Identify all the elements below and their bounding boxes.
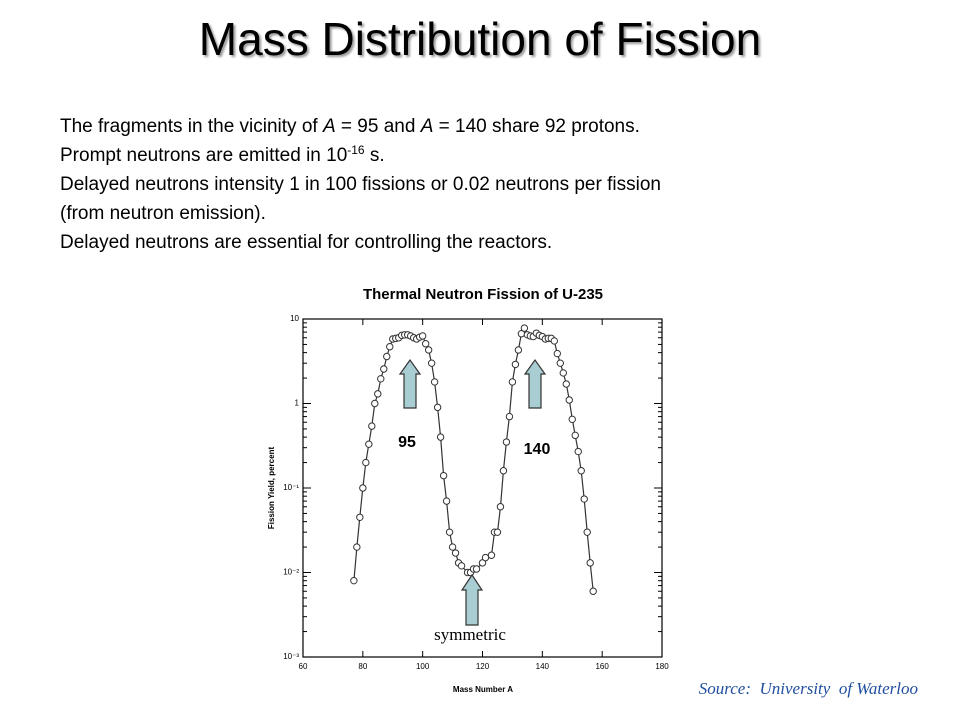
point <box>556 359 564 367</box>
superscript: -16 <box>347 143 365 157</box>
slide-body: The fragments in the vicinity of A = 95 … <box>60 112 661 257</box>
point <box>377 375 385 383</box>
y-tick-label: 10 <box>290 314 299 323</box>
annotation: 140 <box>524 441 551 458</box>
point <box>359 484 367 492</box>
text-line: (from neutron emission). <box>60 199 661 228</box>
point <box>374 390 382 398</box>
point <box>368 422 376 430</box>
point <box>451 549 460 557</box>
point <box>508 378 517 386</box>
annotation: symmetric <box>434 625 506 644</box>
point <box>439 471 448 480</box>
x-tick-label: 60 <box>299 662 308 671</box>
x-tick-label: 100 <box>416 662 430 671</box>
x-tick-label: 180 <box>655 662 669 671</box>
point <box>424 346 433 354</box>
slide-title: Mass Distribution of Fission <box>198 13 762 65</box>
point <box>386 343 394 351</box>
chart-title: Thermal Neutron Fission of U-235 <box>363 286 603 303</box>
y-tick-label: 10⁻¹ <box>283 483 299 492</box>
text-line: The fragments in the vicinity of A = 95 … <box>60 112 661 141</box>
point <box>380 365 388 373</box>
point <box>580 495 588 503</box>
point <box>353 543 361 551</box>
point <box>418 332 427 340</box>
y-tick-label: 1 <box>295 399 300 408</box>
text-line: Prompt neutrons are emitted in 10-16 s. <box>60 141 661 170</box>
text: = 140 share 92 protons. <box>433 116 640 137</box>
point <box>577 467 585 475</box>
text: Prompt neutrons are emitted in 10 <box>60 145 348 166</box>
text: s. <box>364 145 385 166</box>
point <box>371 399 379 408</box>
point <box>559 369 567 377</box>
point <box>505 412 514 421</box>
curve <box>353 326 594 592</box>
plot-area <box>350 324 597 595</box>
text: Delayed neutrons are essential for contr… <box>60 232 553 253</box>
point <box>562 380 570 388</box>
point <box>520 324 529 332</box>
text: A <box>420 116 434 137</box>
y-tick-label: 10⁻² <box>283 568 299 577</box>
point <box>487 551 496 559</box>
point <box>565 396 573 404</box>
text-line: Delayed neutrons are essential for contr… <box>60 228 661 257</box>
annotation: 95 <box>398 434 416 451</box>
point <box>589 587 597 595</box>
point <box>553 349 561 358</box>
x-tick-label: 140 <box>536 662 550 671</box>
text-line: Delayed neutrons intensity 1 in 100 fiss… <box>60 170 661 199</box>
point <box>442 497 451 505</box>
point <box>362 458 370 467</box>
point <box>433 403 442 412</box>
point <box>586 559 594 567</box>
point <box>481 553 490 562</box>
point <box>493 528 502 536</box>
point <box>430 378 439 386</box>
point <box>514 346 523 354</box>
x-tick-label: 160 <box>595 662 609 671</box>
point <box>571 431 579 440</box>
point <box>350 576 358 585</box>
point <box>356 513 364 522</box>
point <box>427 359 436 367</box>
plot-frame <box>302 318 663 658</box>
point <box>583 528 591 536</box>
text: The fragments in the vicinity of <box>60 116 323 137</box>
point <box>365 440 373 448</box>
x-tick-label: 120 <box>476 662 490 671</box>
text: (from neutron emission). <box>60 203 266 224</box>
point <box>436 433 445 441</box>
point <box>499 467 508 475</box>
text: = 95 and <box>335 116 421 137</box>
text: A <box>322 116 336 137</box>
point <box>421 340 430 348</box>
point <box>448 543 457 551</box>
x-axis-label: Mass Number A <box>453 685 513 694</box>
point <box>445 528 454 536</box>
text: Delayed neutrons intensity 1 in 100 fiss… <box>60 174 661 195</box>
point <box>502 438 511 446</box>
arrow <box>398 358 547 626</box>
x-tick-label: 80 <box>358 662 367 671</box>
y-axis-label: Fission Yield, percent <box>267 447 276 530</box>
point <box>550 337 558 345</box>
point <box>568 415 576 424</box>
point <box>574 447 582 456</box>
point <box>472 565 481 573</box>
point <box>496 503 505 511</box>
y-tick-label: 10⁻³ <box>283 652 299 661</box>
point <box>511 360 520 369</box>
point <box>383 352 391 361</box>
point <box>457 562 466 570</box>
source: Source: University of Waterloo <box>698 679 918 698</box>
